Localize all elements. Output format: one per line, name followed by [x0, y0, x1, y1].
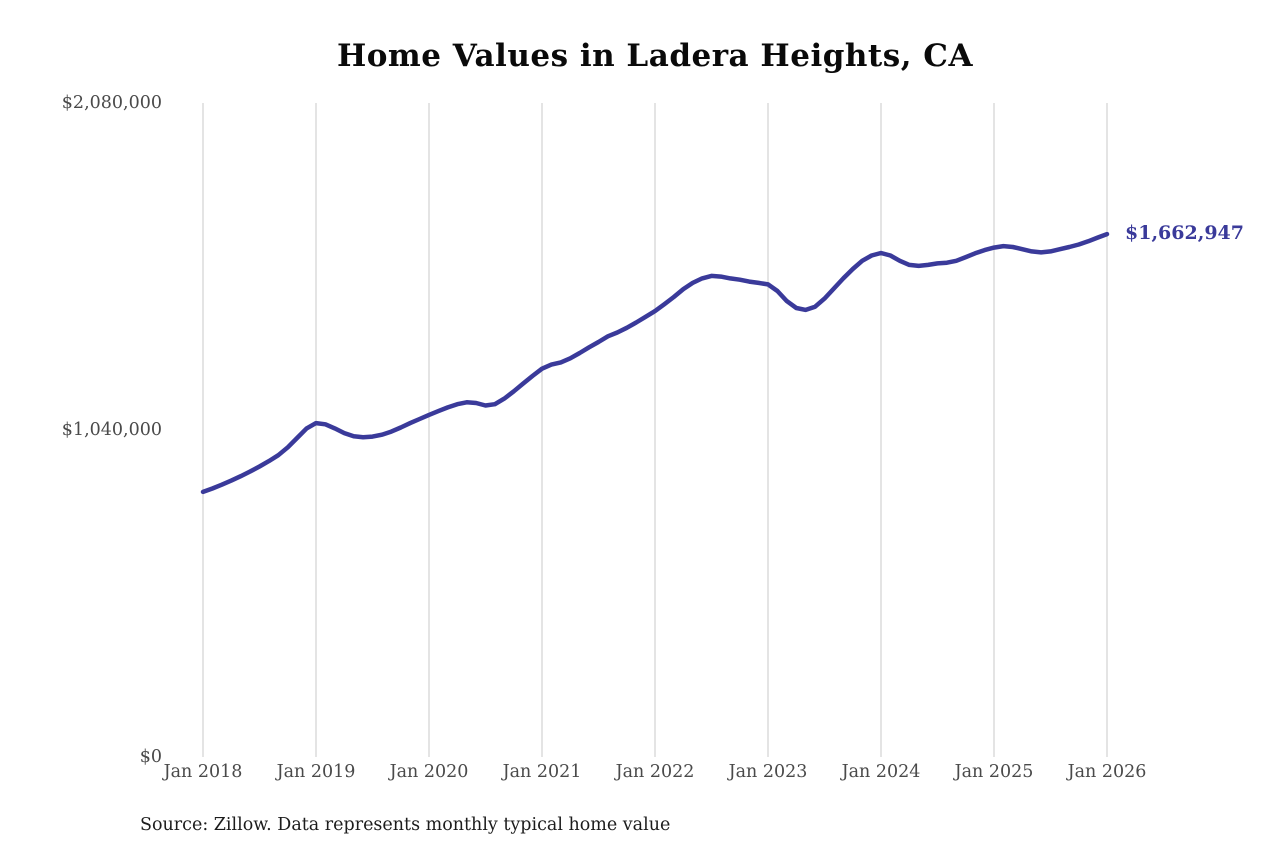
- y-axis-tick-label: $2,080,000: [61, 93, 162, 113]
- source-note: Source: Zillow. Data represents monthly …: [140, 815, 671, 835]
- x-axis-tick-label: Jan 2024: [841, 762, 921, 782]
- x-axis-tick-label: Jan 2023: [728, 762, 808, 782]
- y-axis-tick-label: $1,040,000: [61, 420, 162, 440]
- chart-title: Home Values in Ladera Heights, CA: [336, 38, 974, 74]
- x-axis-tick-label: Jan 2018: [163, 762, 243, 782]
- x-axis-tick-label: Jan 2025: [954, 762, 1034, 782]
- y-axis-tick-label: $0: [139, 747, 162, 767]
- x-axis-tick-label: Jan 2020: [389, 762, 469, 782]
- x-axis-tick-label: Jan 2021: [502, 762, 582, 782]
- latest-value-annotation: $1,662,947: [1125, 222, 1244, 245]
- x-axis-tick-label: Jan 2019: [276, 762, 356, 782]
- x-axis-tick-label: Jan 2026: [1067, 762, 1147, 782]
- x-axis-tick-label: Jan 2022: [615, 762, 695, 782]
- home-value-series-line: [200, 231, 1110, 495]
